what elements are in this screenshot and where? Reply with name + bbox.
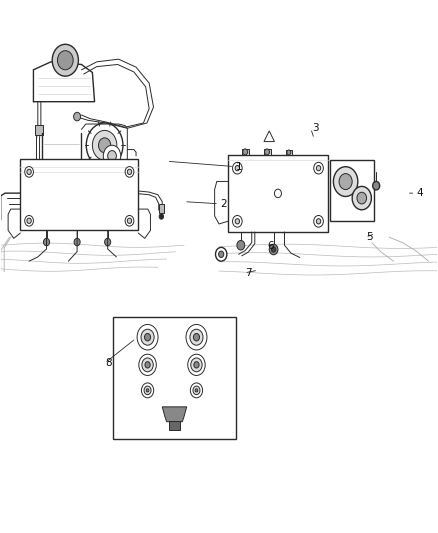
Circle shape: [52, 44, 78, 76]
Circle shape: [92, 131, 117, 160]
Bar: [169, 421, 180, 430]
Circle shape: [57, 51, 73, 70]
Circle shape: [272, 247, 276, 252]
Circle shape: [339, 174, 352, 190]
Circle shape: [357, 192, 367, 204]
Circle shape: [194, 334, 200, 341]
Circle shape: [191, 358, 202, 372]
Circle shape: [235, 165, 240, 171]
Circle shape: [25, 215, 33, 226]
Bar: [242, 149, 249, 155]
Circle shape: [186, 325, 207, 350]
Circle shape: [127, 218, 132, 223]
Polygon shape: [264, 131, 275, 142]
Bar: [286, 150, 292, 155]
Circle shape: [233, 163, 242, 174]
Circle shape: [194, 362, 199, 368]
Circle shape: [373, 181, 380, 190]
Text: 4: 4: [417, 188, 423, 198]
Text: 3: 3: [312, 123, 318, 133]
Circle shape: [314, 163, 323, 174]
Circle shape: [215, 247, 227, 261]
Text: 6: 6: [267, 241, 274, 251]
Bar: [330, 160, 374, 221]
Text: 2: 2: [220, 199, 227, 209]
Circle shape: [316, 165, 321, 171]
Circle shape: [125, 166, 134, 177]
Circle shape: [235, 219, 240, 224]
Circle shape: [269, 244, 278, 255]
Circle shape: [142, 358, 153, 372]
Circle shape: [144, 386, 151, 394]
Circle shape: [352, 187, 371, 210]
Circle shape: [191, 383, 203, 398]
Circle shape: [27, 169, 31, 174]
Circle shape: [27, 218, 31, 223]
Bar: [35, 125, 43, 135]
Circle shape: [108, 151, 117, 161]
Bar: [20, 159, 138, 230]
Circle shape: [275, 189, 282, 198]
Circle shape: [145, 334, 151, 341]
Circle shape: [145, 362, 150, 368]
Bar: [159, 204, 164, 213]
Bar: [264, 149, 271, 155]
Bar: [228, 155, 328, 232]
Circle shape: [314, 215, 323, 227]
Circle shape: [139, 354, 156, 375]
Circle shape: [195, 389, 198, 392]
Text: 8: 8: [106, 358, 112, 368]
Circle shape: [159, 214, 163, 219]
Text: 5: 5: [366, 232, 373, 243]
Circle shape: [141, 383, 154, 398]
Circle shape: [105, 238, 111, 246]
Circle shape: [287, 150, 291, 155]
Circle shape: [137, 325, 158, 350]
Circle shape: [233, 215, 242, 227]
Circle shape: [146, 389, 149, 392]
Circle shape: [86, 123, 123, 167]
Circle shape: [316, 219, 321, 224]
Text: 1: 1: [235, 161, 242, 172]
Circle shape: [265, 149, 269, 155]
Circle shape: [188, 354, 205, 375]
Circle shape: [125, 215, 134, 226]
Circle shape: [333, 167, 358, 197]
Text: 7: 7: [245, 268, 252, 278]
Circle shape: [74, 238, 80, 246]
Polygon shape: [162, 407, 187, 422]
Circle shape: [219, 251, 224, 257]
Bar: [113, 317, 236, 439]
Circle shape: [74, 112, 81, 121]
Circle shape: [190, 329, 203, 345]
Circle shape: [243, 149, 247, 155]
Circle shape: [99, 138, 111, 153]
Circle shape: [43, 238, 49, 246]
Circle shape: [103, 146, 121, 166]
Circle shape: [127, 169, 132, 174]
Circle shape: [141, 329, 154, 345]
Circle shape: [25, 166, 33, 177]
Circle shape: [193, 386, 200, 394]
Circle shape: [237, 240, 245, 250]
